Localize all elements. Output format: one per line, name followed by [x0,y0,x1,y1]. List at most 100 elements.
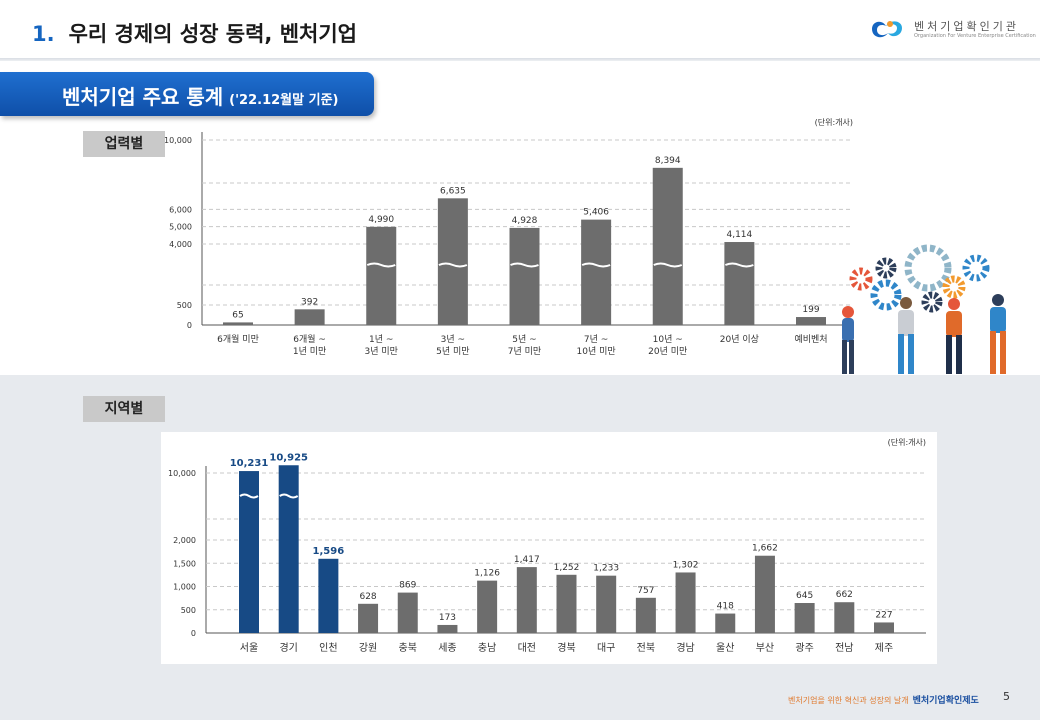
region-category-label: 충남 [478,642,496,654]
organization-logo: 벤처기업확인기관 Organization For Venture Enterp… [868,16,1036,44]
age-value-label: 4,928 [512,216,538,226]
age-category-label: 10년 미만 [577,346,616,357]
gears-people-illustration [842,244,1006,374]
section-title-text: 벤처기업 주요 통계 [62,85,224,109]
age-bar [581,219,612,325]
age-value-label: 5,406 [583,208,609,218]
region-bar [477,580,498,633]
region-bar [437,624,458,633]
region-value-label: 1,252 [554,563,580,573]
region-chart-card: 0 500 1,000 1,500 2,000 10,000 (단위:개사) 10,231 서울… [161,432,937,664]
region-category-label: 경기 [279,641,297,654]
region-bar [397,592,418,633]
age-category-label: 7년 ~ [584,334,608,345]
region-value-label: 1,417 [514,555,540,565]
age-bar [437,198,468,325]
region-category-label: 서울 [240,642,258,654]
region-value-label: 628 [359,592,376,602]
age-axis-break-mark [438,262,468,268]
age-axis-break-mark [366,262,396,268]
age-category-label: 6개월 ~ [293,333,326,345]
region-category-label: 충북 [399,642,417,654]
region-y-tick-label: 2,000 [173,536,196,545]
age-category-label: 1년 미만 [293,346,326,357]
region-bar [556,574,577,633]
region-category-label: 광주 [795,642,813,654]
region-value-label: 10,231 [230,458,269,469]
region-value-label: 869 [399,581,416,591]
region-value-label: 10,925 [269,452,308,463]
section-number: 1. [32,22,55,46]
age-value-label: 8,394 [655,156,681,166]
age-category-label: 5년 ~ [512,334,536,345]
age-category-label: 3년 미만 [365,346,398,357]
logo-subtitle: Organization For Venture Enterprise Cert… [914,33,1036,39]
age-bar [294,309,325,325]
region-bar [596,575,617,633]
age-bar [509,227,540,325]
region-category-label: 전남 [835,642,853,654]
age-y-tick-label: 4,000 [169,240,192,249]
page-title-text: 우리 경제의 성장 동력, 벤처기업 [68,22,357,46]
footer-slogan-text: 벤처기업을 위한 혁신과 성장의 날개 [788,696,909,705]
age-y-tick-label: 10,000 [164,136,192,145]
region-bar [874,622,894,633]
page-title: 1. 우리 경제의 성장 동력, 벤처기업 [32,18,357,48]
page-number: 5 [1003,690,1010,703]
age-y-tick-label: 5,000 [169,223,192,232]
region-axis-break-mark [279,493,299,499]
footer-brand: 벤처기업확인제도 [912,696,979,706]
age-value-label: 4,990 [368,215,394,225]
age-value-label: 199 [802,305,819,315]
region-axis-break-mark [239,493,259,499]
age-chart: 0 500 4,000 5,000 6,000 10,000 (단위:개사) 65 6개월 미만… [164,117,853,357]
region-category-label: 울산 [716,642,734,654]
region-value-label: 227 [875,610,892,620]
region-category-label: 제주 [875,642,893,654]
section-title: 벤처기업 주요 통계 ('22.12월말 기준) [62,81,339,110]
region-bar [318,558,339,633]
age-y-tick-label: 6,000 [169,205,192,214]
age-y-tick-label: 0 [187,321,192,330]
region-bar [239,471,259,633]
region-bar [278,465,299,633]
region-value-label: 1,126 [474,569,500,579]
region-tag: 지역별 [83,396,165,422]
region-category-label: 세종 [438,642,456,654]
region-y-tick-label: 10,000 [168,469,196,478]
age-value-label: 4,114 [726,230,752,240]
logo-name: 벤처기업확인기관 [914,20,1019,33]
age-category-label: 6개월 미만 [217,333,259,345]
age-axis-break-mark [581,262,611,268]
region-y-tick-label: 1,000 [173,583,196,592]
section-subtitle: ('22.12월말 기준) [229,93,339,108]
region-category-label: 전북 [637,642,655,654]
region-value-label: 1,596 [313,546,345,557]
region-unit-label: (단위:개사) [888,437,926,447]
region-value-label: 645 [796,591,813,601]
age-bar [366,226,397,325]
age-value-label: 6,635 [440,186,466,196]
age-axis-break-mark [510,262,539,268]
age-tag: 업력별 [83,131,165,157]
region-value-label: 1,302 [673,560,699,570]
region-category-label: 경남 [676,641,694,654]
region-category-label: 부산 [756,642,774,654]
age-y-tick-label: 500 [177,301,192,310]
region-bar [358,603,379,633]
region-y-tick-label: 1,500 [173,559,196,568]
region-category-label: 강원 [359,642,377,654]
region-bar [794,603,815,633]
region-bar [516,567,537,633]
section-banner: 벤처기업 주요 통계 ('22.12월말 기준) [0,72,374,116]
age-category-label: 7년 미만 [508,346,541,357]
region-value-label: 1,233 [593,564,619,574]
age-bar [652,167,683,325]
age-category-label: 5년 미만 [436,346,469,357]
region-value-label: 418 [717,602,734,612]
logo-mark-icon [872,21,902,38]
region-chart: 0 500 1,000 1,500 2,000 10,000 (단위:개사) 10,231 서울… [168,437,926,654]
age-category-label: 1년 ~ [369,334,393,345]
region-bar [834,602,855,633]
age-axis-break-mark [724,262,754,268]
